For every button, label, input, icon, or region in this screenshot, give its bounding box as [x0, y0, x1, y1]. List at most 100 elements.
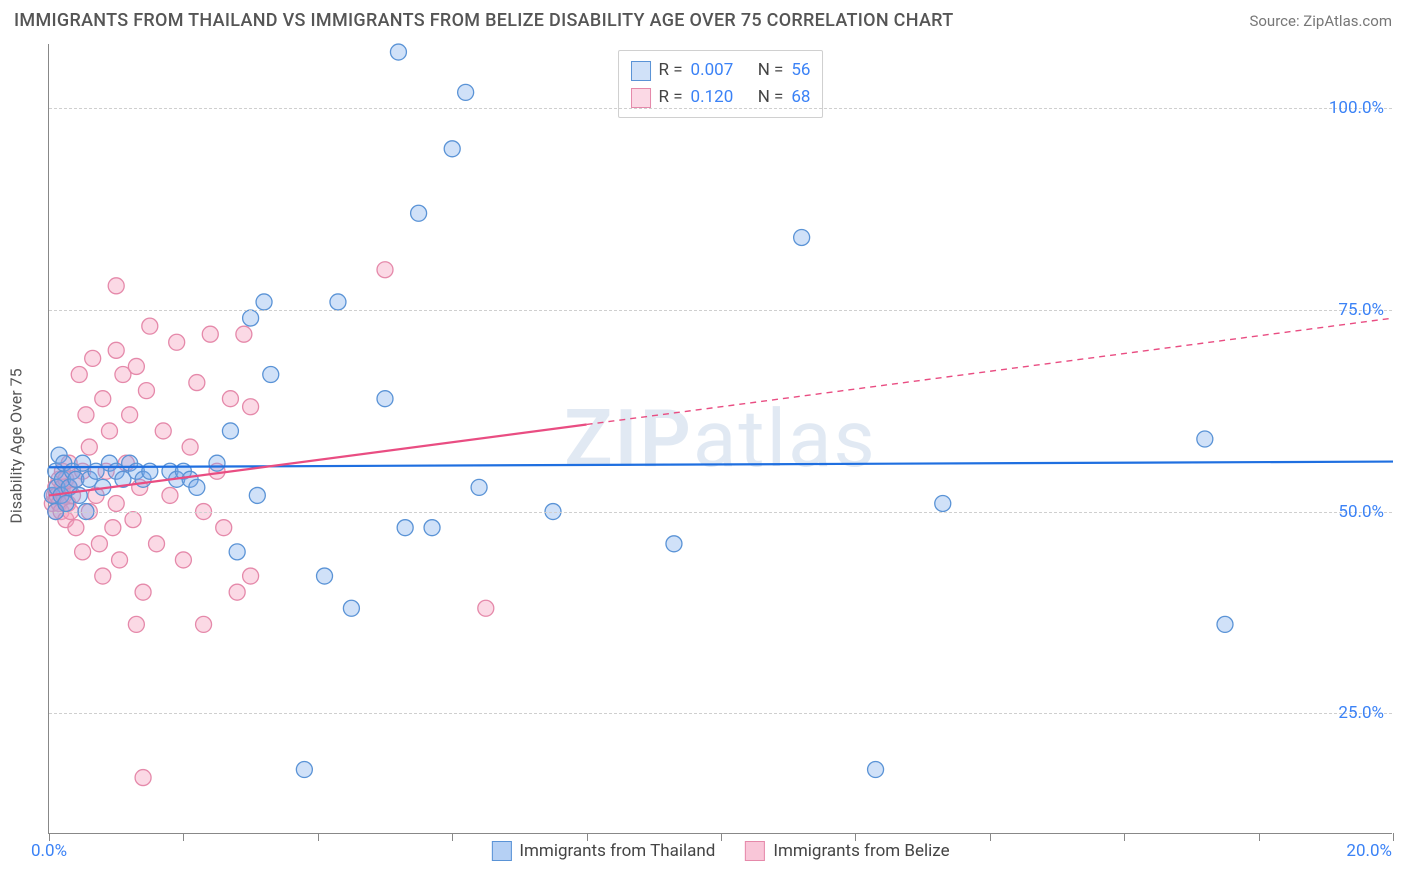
scatter-point: [243, 310, 259, 326]
x-tick-mark: [1124, 833, 1125, 841]
legend-item-thailand: Immigrants from Thailand: [491, 841, 715, 861]
y-tick-label: 25.0%: [1338, 703, 1384, 723]
legend-swatch-thailand: [631, 61, 651, 81]
scatter-point: [135, 770, 151, 786]
scatter-point: [128, 358, 144, 374]
r-label: R =: [659, 57, 683, 84]
scatter-point: [397, 520, 413, 536]
scatter-point: [666, 536, 682, 552]
y-axis-title: Disability Age Over 75: [7, 368, 26, 523]
gridline-horizontal: [49, 310, 1392, 311]
chart-title: IMMIGRANTS FROM THAILAND VS IMMIGRANTS F…: [14, 10, 953, 31]
scatter-point: [78, 407, 94, 423]
scatter-point: [196, 616, 212, 632]
x-tick-mark: [855, 833, 856, 841]
x-axis-max-label: 20.0%: [1346, 841, 1392, 861]
x-tick-mark: [990, 833, 991, 841]
r-value-thailand: 0.007: [691, 57, 734, 84]
scatter-point: [142, 463, 158, 479]
x-tick-mark: [587, 833, 588, 841]
trendline-extrapolated: [587, 318, 1393, 424]
scatter-point: [444, 141, 460, 157]
scatter-point: [263, 367, 279, 383]
scatter-point: [478, 600, 494, 616]
scatter-point: [794, 229, 810, 245]
scatter-point: [411, 205, 427, 221]
scatter-point: [377, 262, 393, 278]
scatter-svg: [49, 44, 1392, 833]
scatter-point: [296, 762, 312, 778]
source-attribution: Source: ZipAtlas.com: [1249, 12, 1392, 30]
scatter-point: [135, 584, 151, 600]
r-value-belize: 0.120: [691, 84, 734, 111]
scatter-point: [128, 616, 144, 632]
scatter-point: [222, 391, 238, 407]
x-tick-mark: [1259, 833, 1260, 841]
gridline-horizontal: [49, 713, 1392, 714]
scatter-point: [68, 520, 84, 536]
scatter-point: [343, 600, 359, 616]
scatter-point: [377, 391, 393, 407]
series-legend: Immigrants from Thailand Immigrants from…: [491, 841, 949, 861]
n-label: N =: [758, 84, 784, 111]
scatter-point: [935, 495, 951, 511]
x-tick-mark: [183, 833, 184, 841]
legend-swatch-belize: [631, 88, 651, 108]
scatter-point: [229, 544, 245, 560]
n-value-belize: 68: [791, 84, 810, 111]
legend-row-belize: R = 0.120 N = 68: [631, 84, 811, 111]
scatter-point: [105, 520, 121, 536]
scatter-point: [202, 326, 218, 342]
scatter-point: [424, 520, 440, 536]
scatter-point: [122, 407, 138, 423]
scatter-point: [236, 326, 252, 342]
scatter-point: [101, 423, 117, 439]
scatter-point: [229, 584, 245, 600]
scatter-point: [125, 512, 141, 528]
legend-label-belize: Immigrants from Belize: [773, 841, 949, 861]
chart-plot-area: ZIPatlas R = 0.007 N = 56 R = 0.120 N = …: [48, 44, 1392, 834]
scatter-point: [1197, 431, 1213, 447]
scatter-point: [95, 568, 111, 584]
y-tick-label: 50.0%: [1338, 502, 1384, 522]
scatter-point: [317, 568, 333, 584]
scatter-point: [868, 762, 884, 778]
scatter-point: [112, 552, 128, 568]
x-tick-mark: [1393, 833, 1394, 841]
scatter-point: [209, 455, 225, 471]
legend-swatch-thailand-icon: [491, 841, 511, 861]
scatter-point: [149, 536, 165, 552]
scatter-point: [222, 423, 238, 439]
scatter-point: [1217, 616, 1233, 632]
x-tick-mark: [318, 833, 319, 841]
y-tick-label: 100.0%: [1329, 98, 1384, 118]
scatter-point: [81, 439, 97, 455]
y-tick-label: 75.0%: [1338, 300, 1384, 320]
legend-swatch-belize-icon: [745, 841, 765, 861]
scatter-point: [108, 495, 124, 511]
scatter-point: [249, 487, 265, 503]
gridline-horizontal: [49, 108, 1392, 109]
scatter-point: [85, 350, 101, 366]
scatter-point: [75, 544, 91, 560]
scatter-point: [175, 552, 191, 568]
legend-label-thailand: Immigrants from Thailand: [519, 841, 715, 861]
n-value-thailand: 56: [791, 57, 810, 84]
x-tick-mark: [452, 833, 453, 841]
scatter-point: [458, 84, 474, 100]
scatter-point: [243, 568, 259, 584]
scatter-point: [71, 367, 87, 383]
scatter-point: [189, 375, 205, 391]
scatter-point: [216, 520, 232, 536]
scatter-point: [330, 294, 346, 310]
scatter-point: [471, 479, 487, 495]
r-label: R =: [659, 84, 683, 111]
scatter-point: [95, 391, 111, 407]
scatter-point: [142, 318, 158, 334]
scatter-point: [155, 423, 171, 439]
scatter-point: [243, 399, 259, 415]
trendline: [49, 462, 1393, 468]
scatter-point: [189, 479, 205, 495]
n-label: N =: [758, 57, 784, 84]
scatter-point: [390, 44, 406, 60]
